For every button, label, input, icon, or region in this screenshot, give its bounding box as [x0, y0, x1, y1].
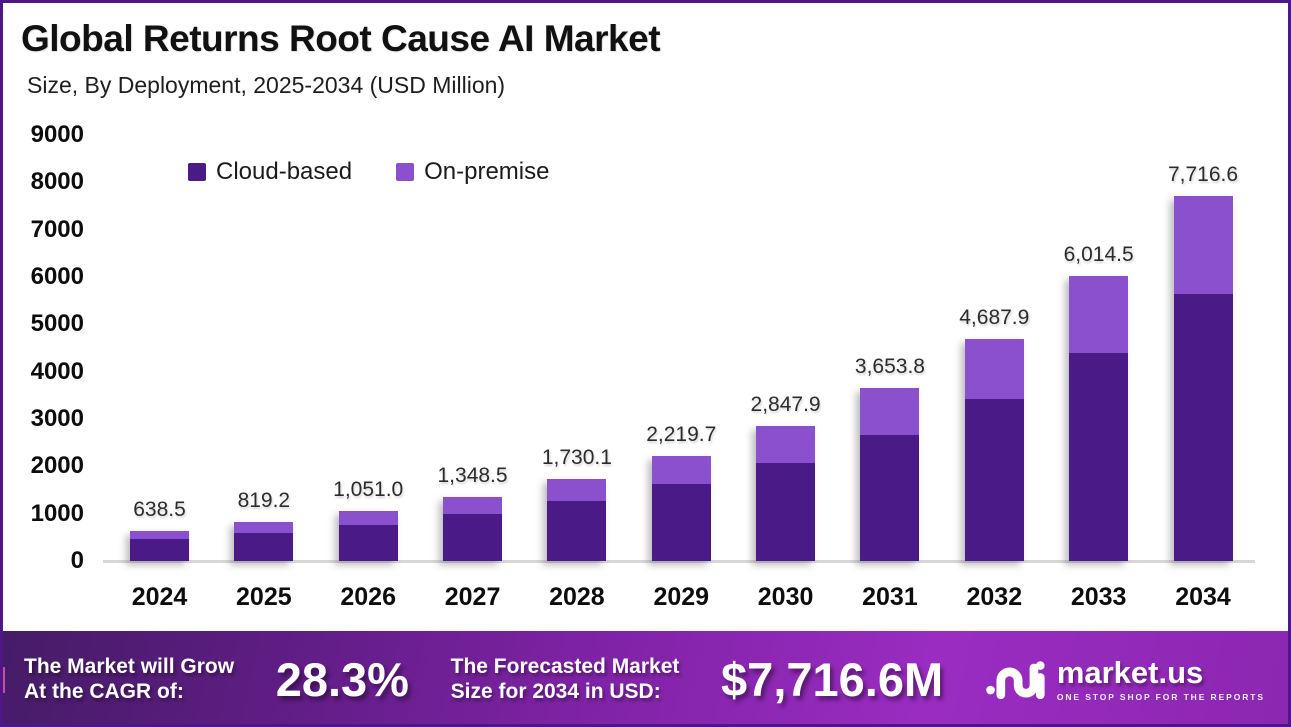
x-axis-label-2025: 2025	[236, 583, 292, 611]
bar-segment-cloud-based-2031	[860, 434, 920, 561]
y-axis-tick-6000: 6000	[30, 263, 84, 290]
bar-2027	[443, 497, 503, 561]
brand-text-block: market.us ONE STOP SHOP FOR THE REPORTS	[1057, 657, 1265, 702]
bar-value-label-2026: 1,051.0	[333, 478, 404, 502]
bar-value-label-2032: 4,687.9	[959, 306, 1030, 330]
legend-item-on-premise: On-premise	[396, 158, 549, 186]
x-axis-label-2029: 2029	[653, 583, 710, 611]
bar-value-label-2033: 6,014.5	[1063, 243, 1134, 267]
y-axis-tick-5000: 5000	[30, 310, 84, 338]
y-axis-tick-1000: 1000	[30, 499, 84, 527]
bar-segment-on-premise-2028	[547, 479, 607, 502]
forecast-caption-line2: Size for 2034 in USD:	[450, 680, 661, 703]
x-axis-label-2030: 2030	[757, 583, 814, 611]
bar-value-label-2029: 2,219.7	[646, 422, 717, 446]
bar-2028	[547, 479, 607, 561]
y-axis-tick-8000: 8000	[30, 168, 84, 196]
bar-2030	[756, 426, 816, 561]
bar-segment-cloud-based-2033	[1069, 353, 1129, 561]
bar-segment-on-premise-2030	[756, 426, 816, 463]
bar-segment-cloud-based-2029	[651, 484, 711, 561]
x-axis-line	[103, 560, 1255, 563]
bar-segment-cloud-based-2027	[443, 514, 503, 561]
cagr-value: 28.3%	[275, 652, 409, 706]
legend: Cloud-based On-premise	[188, 158, 549, 186]
market-us-logo-icon	[985, 661, 1045, 700]
bar-2026	[338, 511, 398, 561]
bar-2024	[130, 530, 189, 561]
x-axis-label-2031: 2031	[862, 583, 918, 611]
bar-value-label-2024: 638.5	[133, 497, 186, 521]
forecast-caption-line1: The Forecasted Market	[450, 654, 680, 678]
bar-2033	[1069, 276, 1129, 561]
bar-2034	[1173, 195, 1233, 561]
bar-2025	[234, 522, 294, 561]
bar-value-label-2025: 819.2	[237, 489, 291, 513]
bar-segment-cloud-based-2032	[964, 399, 1024, 561]
bar-value-label-2030: 2,847.9	[750, 393, 821, 417]
bar-value-label-2031: 3,653.8	[854, 355, 925, 379]
legend-item-cloud-based: Cloud-based	[188, 158, 352, 186]
bar-segment-on-premise-2032	[964, 339, 1024, 399]
legend-label-on-premise: On-premise	[424, 158, 550, 185]
bar-segment-cloud-based-2034	[1173, 294, 1233, 561]
legend-swatch-cloud-based	[188, 163, 206, 181]
bar-segment-cloud-based-2030	[756, 462, 816, 561]
legend-swatch-on-premise	[396, 163, 415, 181]
bar-segment-cloud-based-2026	[338, 524, 398, 561]
bar-segment-cloud-based-2028	[547, 501, 607, 561]
chart-subtitle: Size, By Deployment, 2025-2034 (USD Mill…	[27, 72, 506, 98]
bar-2029	[651, 455, 711, 561]
bar-2032	[964, 339, 1024, 561]
y-axis-tick-0: 0	[70, 547, 84, 574]
forecast-caption: The Forecasted Market Size for 2034 in U…	[451, 654, 680, 704]
legend-label-cloud-based: Cloud-based	[216, 158, 353, 185]
x-axis-label-2027: 2027	[444, 583, 501, 611]
x-axis-label-2028: 2028	[549, 583, 605, 611]
y-axis-tick-4000: 4000	[30, 357, 84, 385]
cagr-caption-line2: At the CAGR of:	[24, 680, 184, 703]
chart-title: Global Returns Root Cause AI Market	[21, 18, 661, 59]
bar-segment-on-premise-2025	[234, 522, 294, 533]
bar-segment-on-premise-2029	[651, 455, 711, 485]
x-axis-label-2034: 2034	[1175, 583, 1231, 611]
x-axis-label-2032: 2032	[966, 583, 1023, 611]
cagr-caption-line1: The Market will Grow	[24, 654, 235, 678]
brand-tagline: ONE STOP SHOP FOR THE REPORTS	[1056, 691, 1265, 702]
x-axis-label-2024: 2024	[131, 583, 188, 611]
market-us-brand: market.us ONE STOP SHOP FOR THE REPORTS	[985, 653, 1265, 705]
bar-segment-on-premise-2027	[443, 497, 503, 515]
x-axis-label-2026: 2026	[340, 583, 396, 611]
brand-name: market.us	[1056, 654, 1204, 690]
bar-segment-on-premise-2026	[338, 511, 398, 525]
bar-segment-on-premise-2034	[1173, 195, 1233, 295]
bar-segment-cloud-based-2025	[234, 532, 294, 561]
x-axis-label-2033: 2033	[1070, 583, 1127, 611]
bar-segment-on-premise-2033	[1069, 276, 1129, 354]
banner-left-accent	[0, 667, 5, 693]
y-axis-tick-3000: 3000	[30, 405, 84, 432]
bar-value-label-2027: 1,348.5	[437, 464, 508, 488]
bar-segment-on-premise-2024	[130, 530, 189, 539]
bar-segment-on-premise-2031	[860, 388, 920, 435]
bar-2031	[860, 388, 920, 561]
y-axis-tick-2000: 2000	[30, 452, 84, 480]
bar-segment-cloud-based-2024	[130, 538, 189, 561]
footer-banner: The Market will Grow At the CAGR of: 28.…	[0, 631, 1291, 727]
bar-value-label-2028: 1,730.1	[541, 446, 612, 470]
forecast-value: $7,716.6M	[721, 652, 944, 706]
cagr-caption: The Market will Grow At the CAGR of:	[24, 654, 234, 704]
bar-value-label-2034: 7,716.6	[1167, 162, 1239, 186]
y-axis-tick-7000: 7000	[30, 215, 84, 243]
y-axis-tick-9000: 9000	[30, 121, 84, 148]
